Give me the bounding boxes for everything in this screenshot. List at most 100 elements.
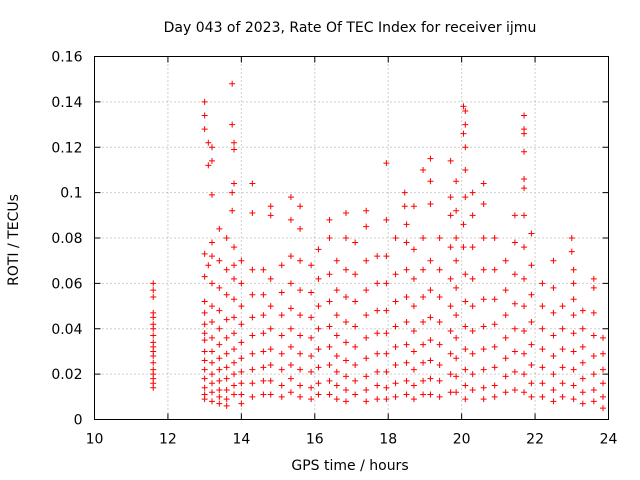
data-point (383, 368, 390, 375)
data-point (308, 262, 315, 269)
data-point (403, 266, 410, 273)
data-point (521, 389, 528, 396)
data-point (392, 271, 399, 278)
data-point (521, 112, 528, 119)
data-point (208, 359, 215, 366)
data-point (469, 189, 476, 196)
data-point (238, 257, 245, 264)
y-tick-label: 0.16 (51, 50, 82, 66)
data-point (383, 384, 390, 391)
data-point (201, 112, 208, 119)
data-point (447, 350, 454, 357)
data-point (550, 284, 557, 291)
data-point (216, 387, 223, 394)
data-point (201, 337, 208, 344)
data-point (410, 303, 417, 310)
data-point (342, 398, 349, 405)
data-point (201, 366, 208, 373)
data-point (363, 355, 370, 362)
data-point (462, 382, 469, 389)
data-point (352, 377, 359, 384)
data-point (260, 330, 267, 337)
data-point (570, 330, 577, 337)
data-point (383, 330, 390, 337)
data-point (403, 318, 410, 325)
data-point (480, 396, 487, 403)
data-point (447, 328, 454, 335)
data-point (352, 343, 359, 350)
data-point (333, 287, 340, 294)
data-point (579, 307, 586, 314)
data-point (570, 348, 577, 355)
data-point (333, 382, 340, 389)
data-point (539, 364, 546, 371)
data-point (590, 309, 597, 316)
data-point (491, 343, 498, 350)
data-point (374, 330, 381, 337)
data-point (410, 328, 417, 335)
data-point (278, 262, 285, 269)
data-point (599, 380, 606, 387)
data-point (460, 244, 467, 251)
data-point (326, 298, 333, 305)
data-point (216, 307, 223, 314)
data-point (579, 400, 586, 407)
data-point (447, 371, 454, 378)
data-point (550, 398, 557, 405)
data-point (201, 384, 208, 391)
data-point (249, 266, 256, 273)
data-point (511, 387, 518, 394)
data-point (420, 266, 427, 273)
data-point (427, 375, 434, 382)
data-point (205, 139, 212, 146)
data-point (308, 314, 315, 321)
data-point (238, 280, 245, 287)
data-point (216, 377, 223, 384)
data-point (568, 248, 575, 255)
data-point (539, 325, 546, 332)
data-point (363, 334, 370, 341)
data-point (352, 298, 359, 305)
data-point (427, 178, 434, 185)
data-point (208, 253, 215, 260)
data-point (447, 303, 454, 310)
data-point (231, 262, 238, 269)
data-point (326, 391, 333, 398)
data-point (229, 189, 236, 196)
data-point (287, 305, 294, 312)
data-point (480, 384, 487, 391)
data-point (267, 203, 274, 210)
data-point (469, 387, 476, 394)
data-point (511, 212, 518, 219)
data-point (278, 289, 285, 296)
data-point (550, 257, 557, 264)
x-tick-label: 10 (86, 432, 104, 448)
data-point (238, 339, 245, 346)
data-point (223, 350, 230, 357)
data-point (374, 382, 381, 389)
data-point (231, 275, 238, 282)
data-point (469, 303, 476, 310)
data-point (278, 312, 285, 319)
data-point (249, 210, 256, 217)
data-point (374, 350, 381, 357)
data-point (201, 396, 208, 403)
data-point (267, 212, 274, 219)
data-point (410, 246, 417, 253)
data-point (392, 380, 399, 387)
y-tick-label: 0.04 (51, 322, 82, 338)
data-point (249, 180, 256, 187)
data-point (342, 387, 349, 394)
data-point (352, 362, 359, 369)
data-point (297, 393, 304, 400)
data-point (502, 257, 509, 264)
data-point (260, 348, 267, 355)
data-point (363, 398, 370, 405)
x-tick-label: 24 (600, 432, 618, 448)
data-point (462, 346, 469, 353)
data-point (403, 293, 410, 300)
data-point (326, 271, 333, 278)
data-point (363, 257, 370, 264)
y-tick-label: 0.02 (51, 367, 82, 383)
data-point (521, 275, 528, 282)
